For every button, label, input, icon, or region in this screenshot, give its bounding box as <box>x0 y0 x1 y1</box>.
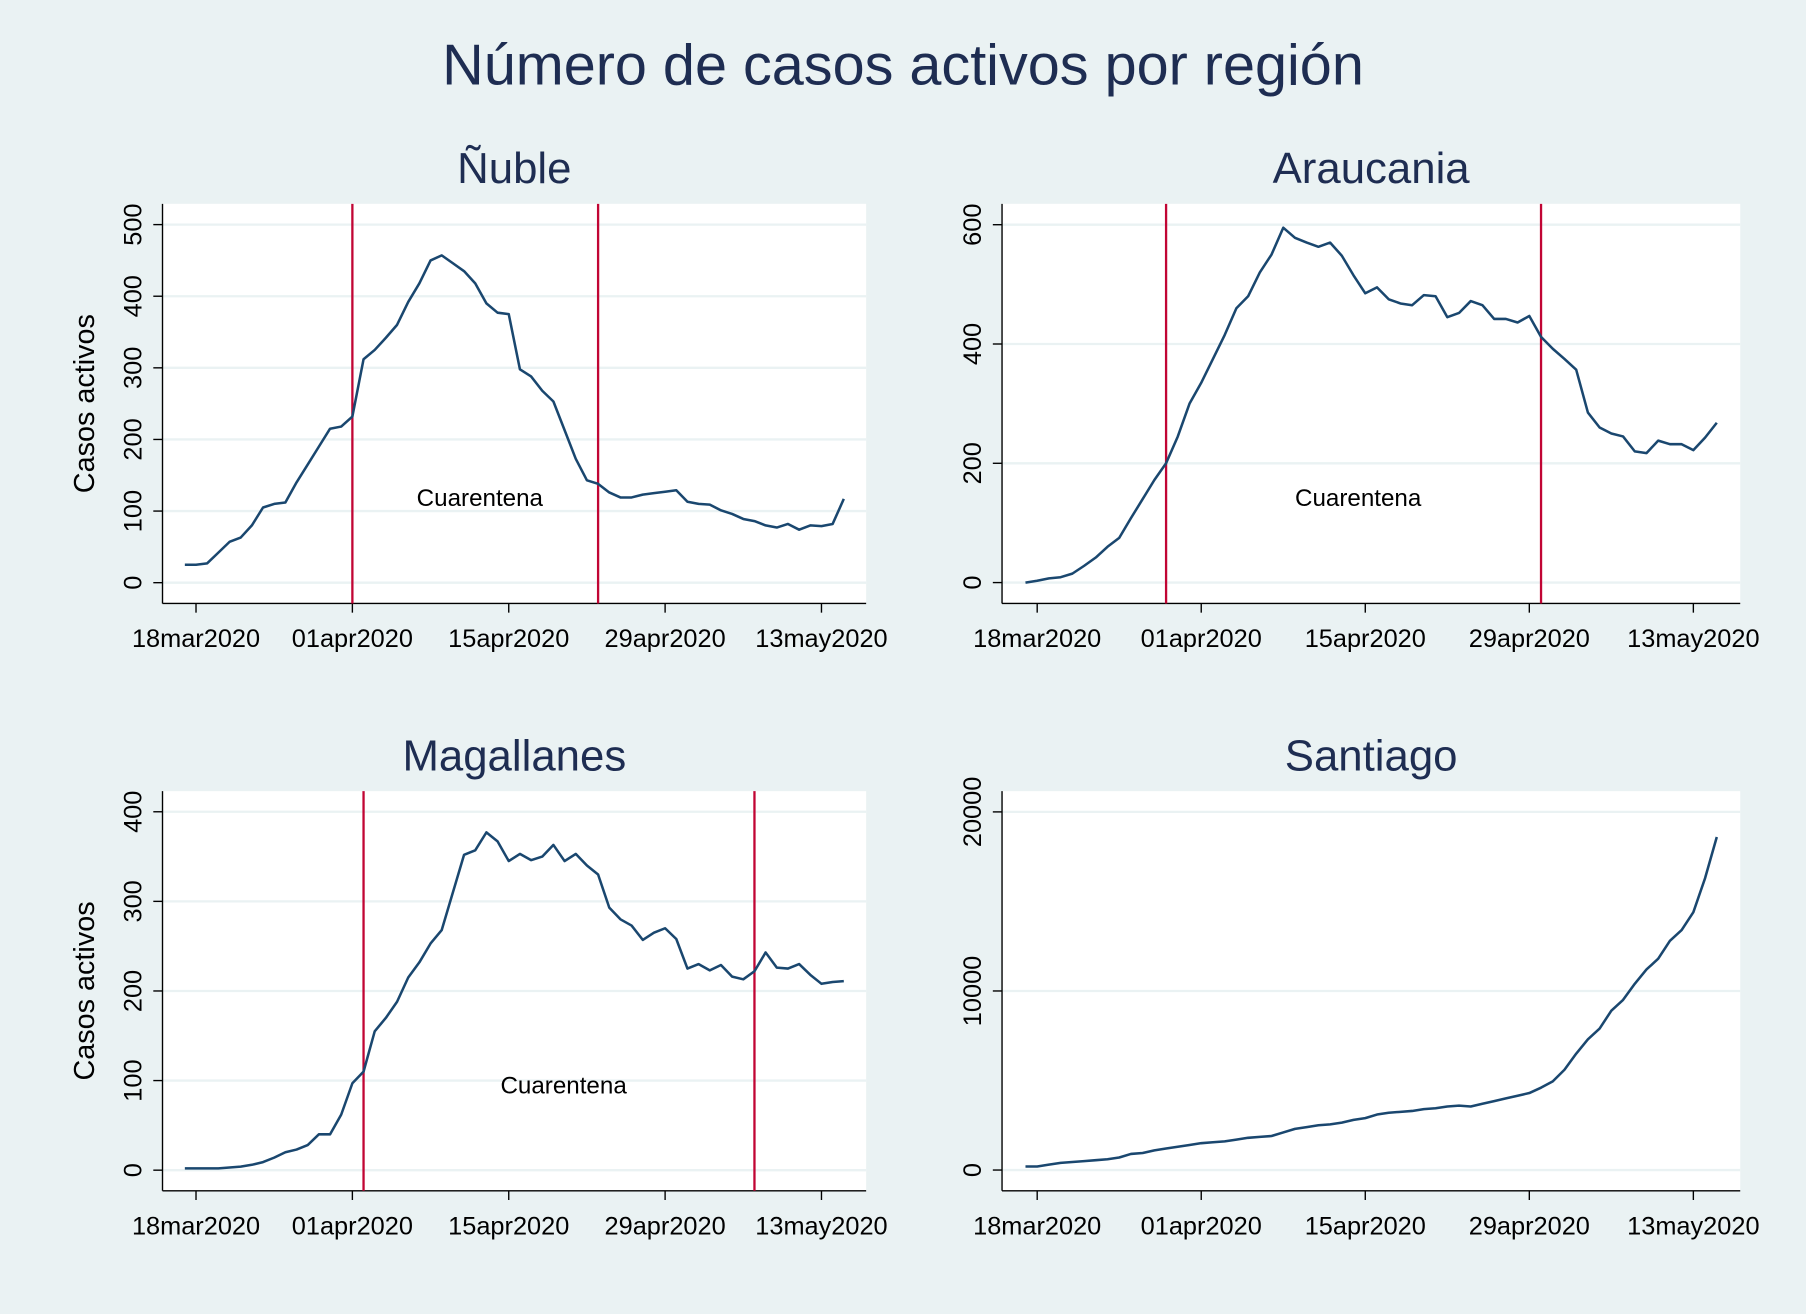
x-tick-label: 29apr2020 <box>605 625 726 653</box>
x-tick-label: 15apr2020 <box>448 1212 569 1240</box>
panel-title: Araucania <box>1273 144 1471 193</box>
y-tick-label: 300 <box>120 880 148 922</box>
plot-area <box>1002 203 1741 604</box>
data-line <box>1025 836 1719 1168</box>
x-tick-label: 15apr2020 <box>1305 1212 1426 1240</box>
y-tick-label: 300 <box>120 347 148 389</box>
y-tick-label: 200 <box>120 970 148 1012</box>
y-tick-label: 100 <box>120 490 148 532</box>
x-tick-label: 15apr2020 <box>1305 625 1426 653</box>
y-tick-label: 0 <box>120 576 148 590</box>
y-tick-label: 400 <box>120 791 148 833</box>
y-tick-label: 200 <box>959 442 987 484</box>
x-tick-label: 18mar2020 <box>973 1212 1101 1240</box>
y-tick-label: 10000 <box>959 956 987 1026</box>
y-tick-label: 0 <box>959 1163 987 1177</box>
y-tick-label: 600 <box>959 204 987 246</box>
data-line <box>184 831 844 1170</box>
x-tick-label: 01apr2020 <box>1141 625 1262 653</box>
x-tick-label: 13may2020 <box>1627 1212 1759 1240</box>
x-tick-label: 13may2020 <box>1627 625 1759 653</box>
x-tick-label: 29apr2020 <box>1469 625 1590 653</box>
y-tick-label: 100 <box>120 1059 148 1101</box>
x-tick-label: 01apr2020 <box>292 625 413 653</box>
y-tick-label: 400 <box>120 275 148 317</box>
annotation: Cuarentena <box>417 485 544 512</box>
y-tick-label: 0 <box>120 1163 148 1177</box>
data-line <box>184 254 845 567</box>
annotation: Cuarentena <box>1295 485 1422 512</box>
figure-title: Número de casos activos por región <box>442 33 1364 97</box>
panel-title: Santiago <box>1285 731 1458 780</box>
y-tick-label: 20000 <box>959 777 987 847</box>
panel-title: Magallanes <box>402 731 626 780</box>
x-tick-label: 01apr2020 <box>292 1212 413 1240</box>
x-tick-label: 13may2020 <box>755 625 887 653</box>
y-axis-label: Casos activos <box>69 901 101 1080</box>
data-line <box>1025 226 1718 584</box>
x-tick-label: 29apr2020 <box>1469 1212 1590 1240</box>
x-tick-label: 01apr2020 <box>1141 1212 1262 1240</box>
annotation: Cuarentena <box>500 1072 627 1099</box>
y-tick-label: 0 <box>959 576 987 590</box>
x-tick-label: 13may2020 <box>755 1212 887 1240</box>
y-tick-label: 400 <box>959 323 987 365</box>
y-axis-label: Casos activos <box>69 314 101 493</box>
x-tick-label: 18mar2020 <box>132 625 260 653</box>
x-tick-label: 18mar2020 <box>132 1212 260 1240</box>
x-tick-label: 15apr2020 <box>448 625 569 653</box>
x-tick-label: 29apr2020 <box>605 1212 726 1240</box>
x-tick-label: 18mar2020 <box>973 625 1101 653</box>
y-tick-label: 500 <box>120 203 148 245</box>
y-tick-label: 200 <box>120 418 148 460</box>
panel-title: Ñuble <box>457 143 571 193</box>
plot-area <box>162 203 867 604</box>
